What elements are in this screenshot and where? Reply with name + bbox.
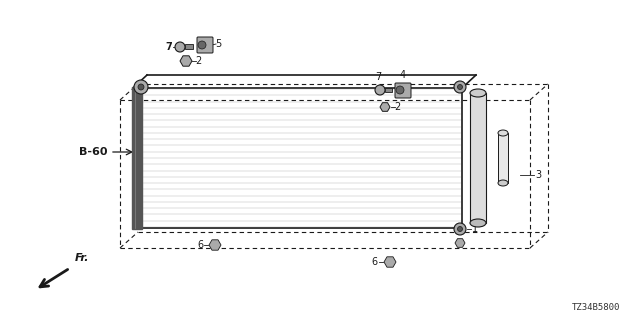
Text: Fr.: Fr. — [75, 253, 90, 263]
Ellipse shape — [470, 89, 486, 97]
Circle shape — [458, 227, 463, 231]
Text: 6: 6 — [372, 257, 378, 267]
Ellipse shape — [470, 219, 486, 227]
Text: 6: 6 — [197, 240, 203, 250]
Bar — [385, 88, 392, 92]
Text: 1: 1 — [472, 224, 478, 234]
Circle shape — [454, 223, 466, 235]
FancyBboxPatch shape — [395, 83, 411, 98]
Circle shape — [375, 85, 385, 95]
Ellipse shape — [498, 130, 508, 136]
Text: 2: 2 — [394, 102, 400, 112]
Circle shape — [454, 81, 466, 93]
Circle shape — [138, 84, 144, 90]
Circle shape — [175, 42, 185, 52]
Circle shape — [396, 86, 404, 94]
Text: TZ34B5800: TZ34B5800 — [572, 303, 620, 312]
Bar — [498, 133, 508, 183]
Bar — [185, 44, 193, 49]
Text: 4: 4 — [400, 70, 406, 80]
Circle shape — [134, 80, 148, 94]
Circle shape — [198, 41, 206, 49]
Text: 7: 7 — [375, 72, 381, 82]
Text: 7: 7 — [165, 42, 172, 52]
Bar — [470, 93, 486, 223]
Circle shape — [458, 84, 463, 90]
Text: 3: 3 — [535, 170, 541, 180]
Text: 5: 5 — [215, 39, 221, 49]
Text: 2: 2 — [195, 56, 201, 66]
FancyBboxPatch shape — [197, 37, 213, 53]
Bar — [132, 87, 142, 229]
Text: B-60: B-60 — [79, 147, 108, 157]
Ellipse shape — [498, 180, 508, 186]
